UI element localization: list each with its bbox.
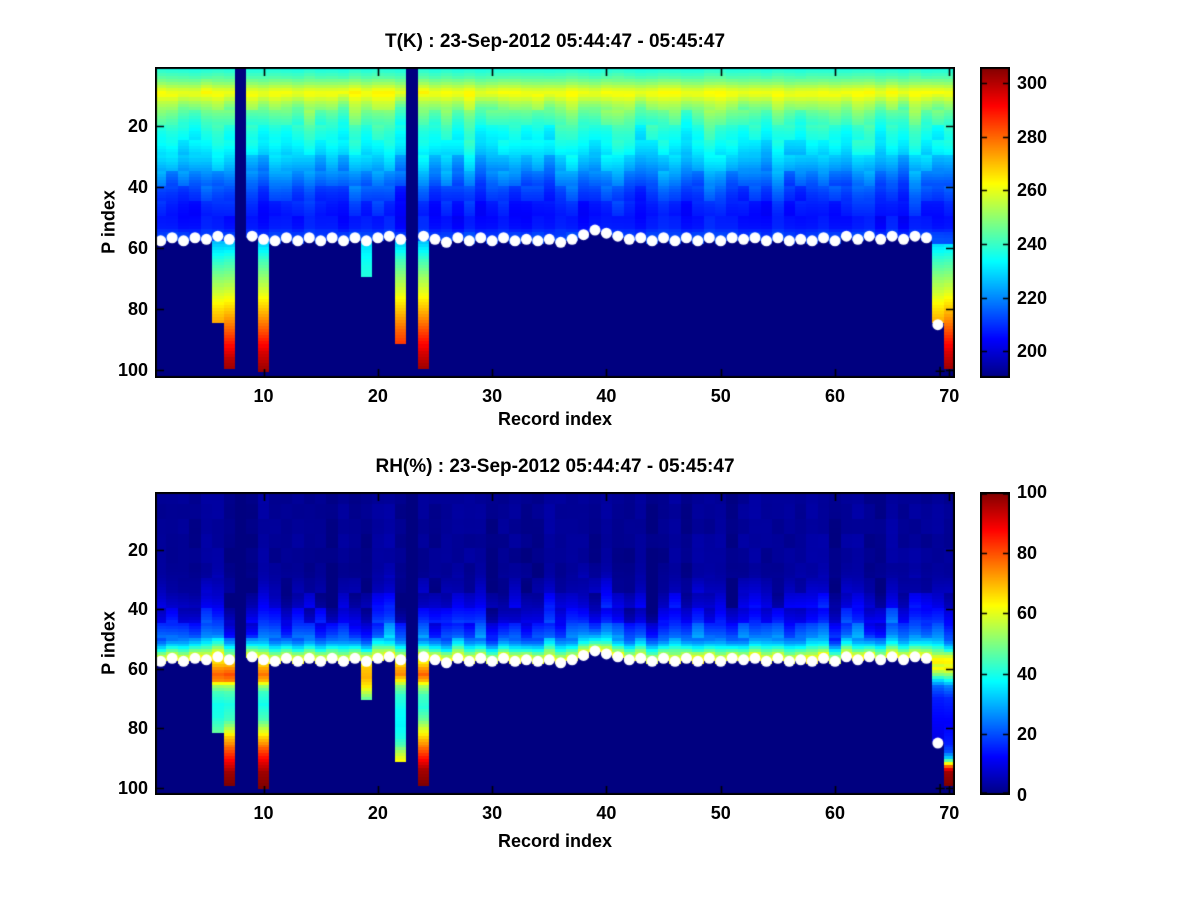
colorbar-tick-label: 280 — [1017, 126, 1048, 147]
y-tick-label: 20 — [127, 539, 148, 560]
y-tick-label: 40 — [127, 177, 148, 198]
x-tick-label: 30 — [482, 386, 503, 406]
y-tick-label: 80 — [127, 299, 148, 320]
x-axis-label-temperature: Record index — [497, 409, 613, 429]
plot-title-temperature: T(K) : 23-Sep-2012 05:44:47 - 05:45:47 — [384, 31, 726, 52]
colorbar-tick-label: 100 — [1017, 482, 1048, 502]
colorbar-tick-label: 220 — [1017, 287, 1048, 308]
colorbar-tick-label: 0 — [1017, 785, 1028, 805]
colorbar-tick-label: 60 — [1017, 603, 1038, 624]
y-tick-label: 40 — [127, 599, 148, 620]
colorbar-tick-label: 80 — [1017, 542, 1038, 563]
x-tick-label: 40 — [596, 386, 617, 406]
y-tick-label: 100 — [117, 777, 148, 798]
colorbar-tick-label: 240 — [1017, 233, 1048, 254]
x-tick-label: 10 — [253, 386, 274, 406]
temperature-colorbar — [980, 67, 1010, 378]
humidity-colorbar — [980, 492, 1010, 795]
colorbar-tick-label: 300 — [1017, 73, 1048, 94]
x-tick-label: 70 — [939, 803, 960, 823]
y-tick-label: 80 — [127, 718, 148, 739]
plot-title-humidity: RH(%) : 23-Sep-2012 05:44:47 - 05:45:47 — [375, 456, 735, 477]
y-tick-label: 60 — [127, 658, 148, 679]
colorbar-tick-label: 20 — [1017, 724, 1038, 745]
x-tick-label: 30 — [482, 803, 503, 823]
y-tick-label: 100 — [117, 360, 148, 381]
y-tick-label: 60 — [127, 238, 148, 259]
y-tick-label: 20 — [127, 116, 148, 137]
colorbar-tick-label: 260 — [1017, 180, 1048, 201]
colorbar-tick-label: 40 — [1017, 663, 1038, 684]
x-tick-label: 50 — [710, 803, 731, 823]
x-tick-label: 10 — [253, 803, 274, 823]
x-tick-label: 60 — [824, 803, 846, 823]
x-tick-label: 20 — [367, 386, 388, 406]
x-tick-label: 20 — [367, 803, 388, 823]
x-tick-label: 40 — [596, 803, 617, 823]
x-tick-label: 60 — [824, 386, 846, 406]
x-tick-label: 50 — [710, 386, 731, 406]
temperature-heatmap — [155, 67, 955, 378]
humidity-heatmap — [155, 492, 955, 795]
x-tick-label: 70 — [939, 386, 960, 406]
x-axis-label-humidity: Record index — [497, 831, 613, 851]
colorbar-tick-label: 200 — [1017, 341, 1048, 362]
